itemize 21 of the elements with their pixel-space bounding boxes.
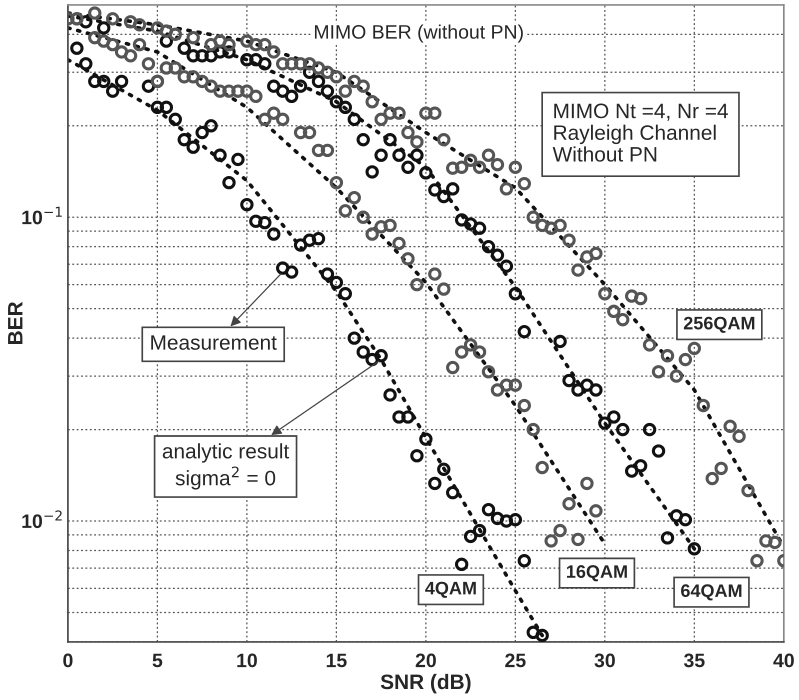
annotation: Measurement <box>151 335 277 350</box>
text: MIMO BER (without PN) <box>314 24 523 43</box>
x-tick-label: 5 <box>152 654 162 668</box>
annotation: analytic result sigma$^{2}$ = 0 <box>162 443 290 490</box>
x-tick-label: 0 <box>63 654 73 668</box>
x-tick-label: 20 <box>416 654 436 668</box>
x-tick-label: 25 <box>505 654 526 668</box>
x-tick-label: 40 <box>773 654 794 668</box>
annotation: MIMO Nt =4, Nr =4 Rayleigh Channel Without PN <box>552 104 728 162</box>
x-tick-label: 30 <box>594 654 615 668</box>
x-tick-label: 35 <box>684 654 705 668</box>
annotation: 64QAM <box>681 584 742 600</box>
x-tick-label: 10 <box>237 654 257 668</box>
x-tick-label: 15 <box>326 654 347 668</box>
y-tick-label: 10$^{−2}$ <box>22 510 62 528</box>
y-axis-title: BER <box>8 302 22 344</box>
annotation: 4QAM <box>425 582 476 598</box>
annotation: 16QAM <box>567 565 627 582</box>
annotation: 256QAM <box>684 316 754 333</box>
x-axis-title: SNR (dB) <box>380 674 471 694</box>
y-tick-label: 10$^{−1}$ <box>22 206 62 224</box>
